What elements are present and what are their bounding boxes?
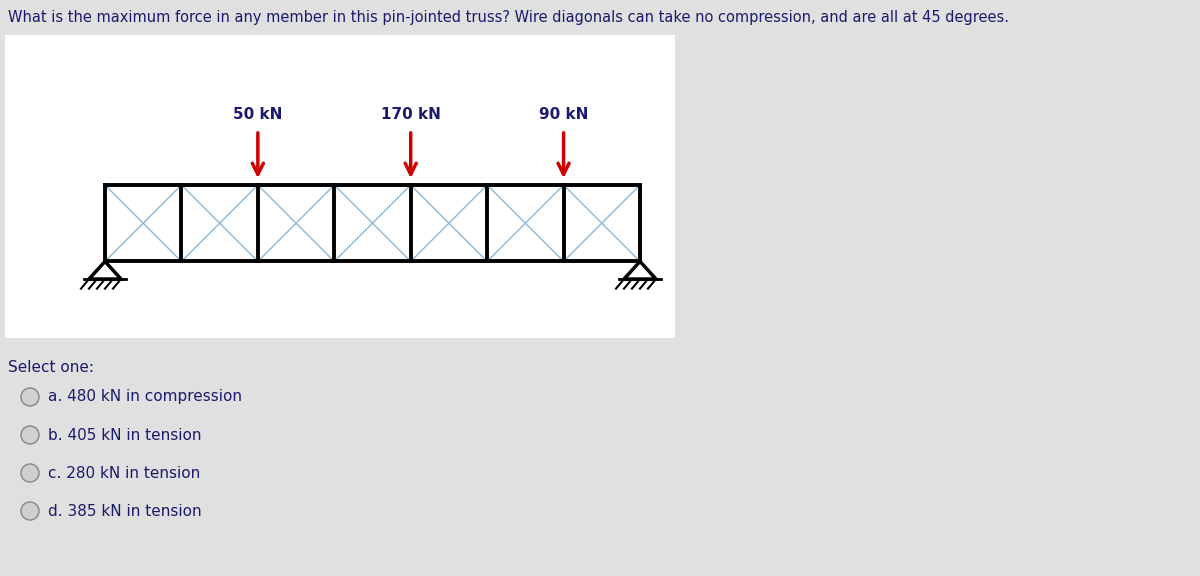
Text: 170 kN: 170 kN bbox=[380, 107, 440, 122]
Text: 90 kN: 90 kN bbox=[539, 107, 588, 122]
Circle shape bbox=[22, 464, 38, 482]
Circle shape bbox=[22, 388, 38, 406]
Text: b. 405 kN in tension: b. 405 kN in tension bbox=[48, 427, 202, 442]
Circle shape bbox=[22, 426, 38, 444]
Text: a. 480 kN in compression: a. 480 kN in compression bbox=[48, 389, 242, 404]
Text: Select one:: Select one: bbox=[8, 360, 94, 375]
Text: d. 385 kN in tension: d. 385 kN in tension bbox=[48, 503, 202, 518]
Text: 50 kN: 50 kN bbox=[233, 107, 282, 122]
Circle shape bbox=[22, 502, 38, 520]
Text: What is the maximum force in any member in this pin-jointed truss? Wire diagonal: What is the maximum force in any member … bbox=[8, 10, 1009, 25]
Text: c. 280 kN in tension: c. 280 kN in tension bbox=[48, 465, 200, 480]
Polygon shape bbox=[89, 262, 121, 279]
Polygon shape bbox=[624, 262, 656, 279]
Bar bbox=[5, 35, 674, 338]
